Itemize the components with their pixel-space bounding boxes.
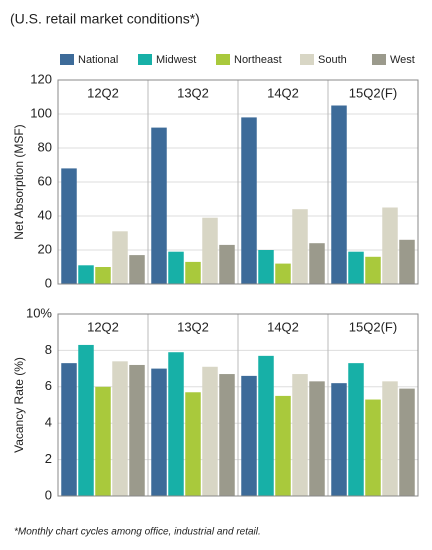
bar	[241, 117, 257, 285]
bar	[292, 374, 308, 496]
chart-title: (U.S. retail market conditions*)	[10, 11, 200, 27]
y-tick-label: 20	[38, 241, 52, 256]
footnote: *Monthly chart cycles among office, indu…	[14, 527, 261, 538]
legend-label: West	[390, 54, 415, 66]
bar	[129, 255, 145, 284]
bar	[275, 263, 291, 284]
bar	[219, 244, 235, 284]
plot-border	[57, 313, 419, 497]
bar	[61, 168, 77, 284]
category-label: 13Q2	[177, 319, 209, 334]
bar	[241, 375, 257, 496]
bar	[95, 386, 111, 496]
bar	[258, 250, 274, 284]
y-tick-label: 10%	[26, 305, 52, 320]
category-label: 14Q2	[267, 85, 299, 100]
legend-label: National	[78, 54, 118, 66]
y-tick-label: 0	[45, 275, 52, 290]
bar	[168, 251, 184, 284]
legend-swatch	[300, 54, 314, 65]
bar	[365, 256, 381, 284]
bar	[275, 395, 291, 496]
category-label: 15Q2(F)	[349, 85, 397, 100]
bar	[348, 251, 364, 284]
y-tick-label: 80	[38, 139, 52, 154]
y-tick-label: 0	[45, 487, 52, 502]
legend-swatch	[60, 54, 74, 65]
bar	[151, 127, 167, 284]
bar	[292, 209, 308, 284]
bar	[382, 381, 398, 496]
y-tick-label: 120	[30, 71, 52, 86]
category-label: 13Q2	[177, 85, 209, 100]
legend-swatch	[216, 54, 230, 65]
bar	[78, 265, 94, 284]
bar	[399, 239, 415, 284]
bar	[112, 361, 128, 496]
bar	[151, 368, 167, 496]
bar	[309, 381, 325, 496]
bar	[219, 374, 235, 496]
bar	[399, 388, 415, 496]
plot-border	[57, 79, 419, 285]
bar	[168, 352, 184, 496]
category-label: 12Q2	[87, 319, 119, 334]
legend-label: Northeast	[234, 54, 282, 66]
bar	[95, 267, 111, 284]
bar	[365, 399, 381, 496]
bar	[185, 392, 201, 496]
bar	[202, 366, 218, 496]
y-tick-label: 4	[45, 415, 52, 430]
legend-label: Midwest	[156, 54, 196, 66]
legend-label: South	[318, 54, 347, 66]
y-tick-label: 40	[38, 207, 52, 222]
y-axis-label: Net Absorption (MSF)	[12, 124, 26, 239]
category-label: 12Q2	[87, 85, 119, 100]
y-tick-label: 100	[30, 105, 52, 120]
bar	[202, 217, 218, 284]
bar	[185, 261, 201, 284]
y-tick-label: 2	[45, 451, 52, 466]
bar	[61, 363, 77, 496]
bar	[331, 383, 347, 496]
bar	[129, 364, 145, 496]
y-tick-label: 8	[45, 342, 52, 357]
y-tick-label: 60	[38, 173, 52, 188]
bar	[309, 243, 325, 284]
category-label: 15Q2(F)	[349, 319, 397, 334]
bar	[331, 105, 347, 284]
bar	[348, 363, 364, 496]
bar	[78, 344, 94, 496]
bar	[258, 355, 274, 496]
category-label: 14Q2	[267, 319, 299, 334]
legend-swatch	[372, 54, 386, 65]
bar	[382, 207, 398, 284]
bar	[112, 231, 128, 284]
y-axis-label: Vacancy Rate (%)	[12, 357, 26, 453]
legend-swatch	[138, 54, 152, 65]
y-tick-label: 6	[45, 378, 52, 393]
